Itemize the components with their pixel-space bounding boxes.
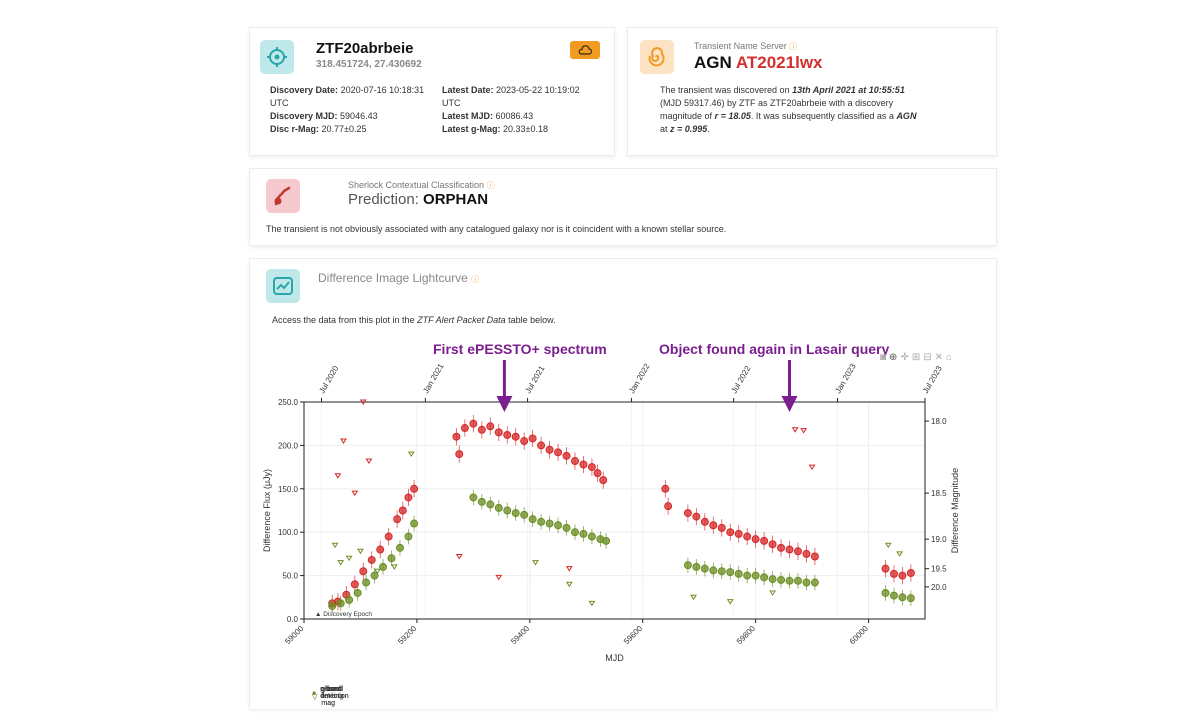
- pipe-icon: [266, 179, 300, 213]
- sherlock-header-text: Sherlock Contextual Classification: [348, 180, 485, 190]
- autoscale-icon[interactable]: ✕: [934, 352, 943, 363]
- tns-text-1: The transient was discovered on: [660, 85, 790, 95]
- pan-icon[interactable]: ✛: [900, 352, 909, 363]
- info-icon[interactable]: ⓘ: [789, 42, 798, 51]
- tns-class: AGN: [896, 111, 917, 121]
- discovery-mjd-label: Discovery MJD:: [270, 111, 338, 121]
- zoom-in-icon[interactable]: ⊞: [911, 352, 921, 363]
- legend-item[interactable]: ▽ g-band limiting mag: [312, 686, 343, 707]
- lightcurve-access-note: Access the data from this plot in the ZT…: [272, 314, 772, 327]
- lightcurve-header: Difference Image Lightcurve ⓘ: [318, 271, 479, 285]
- tns-title: AGN AT2021lwx: [694, 53, 823, 73]
- annotation-first-spectrum: First ePESSTO+ spectrum: [433, 341, 607, 357]
- latest-date-label: Latest Date:: [442, 85, 494, 95]
- prediction-label: Prediction:: [348, 191, 419, 208]
- legend-item[interactable]: ● g-band detection: [312, 686, 349, 700]
- tns-type: AGN: [694, 53, 732, 72]
- discovery-date-label: Discovery Date:: [270, 85, 339, 95]
- lightcurve-header-text: Difference Image Lightcurve: [318, 271, 468, 285]
- lightcurve-panel: Difference Image Lightcurve ⓘ Access the…: [249, 258, 997, 709]
- discovery-mjd: 59046.43: [340, 111, 378, 121]
- latest-mag-label: Latest g-Mag:: [442, 124, 501, 134]
- legend-item[interactable]: ● r-band detection: [312, 686, 349, 700]
- tns-date: 13th April 2021 at 10:55:51: [792, 85, 905, 95]
- sherlock-prediction: Prediction: ORPHAN: [348, 191, 488, 208]
- sherlock-header: Sherlock Contextual Classification ⓘ: [348, 180, 495, 191]
- home-icon[interactable]: ⌂: [946, 352, 953, 363]
- r-detection-marker-icon: ●: [312, 689, 317, 697]
- plot-toolbar: ◙ ⊕ ✛ ⊞ ⊟ ✕ ⌂: [880, 352, 952, 363]
- latest-info: Latest Date: 2023-05-22 10:19:02 UTC Lat…: [442, 84, 612, 136]
- object-coordinates: 318.451724, 27.430692: [316, 59, 422, 70]
- tns-header-text: Transient Name Server: [694, 41, 787, 51]
- g-detection-marker-icon: ●: [312, 689, 317, 697]
- tns-text-5: at: [660, 124, 668, 134]
- tns-mag: r = 18.05: [714, 111, 751, 121]
- annotation-lasair-query: Object found again in Lasair query: [659, 341, 890, 357]
- object-summary-panel: ZTF20abrbeie 318.451724, 27.430692 Disco…: [249, 27, 615, 156]
- legend-label: r-band detection: [320, 686, 349, 700]
- tns-header: Transient Name Server ⓘ: [694, 41, 797, 52]
- camera-icon[interactable]: ◙: [880, 352, 887, 363]
- tns-panel: Transient Name Server ⓘ AGN AT2021lwx Th…: [627, 27, 997, 156]
- latest-mjd-label: Latest MJD:: [442, 111, 494, 121]
- discovery-info: Discovery Date: 2020-07-16 10:18:31 UTC …: [270, 84, 440, 136]
- g-limit-marker-icon: ▽: [312, 693, 318, 701]
- access-table-link[interactable]: ZTF Alert Packet Data: [417, 315, 506, 325]
- zoom-icon[interactable]: ⊕: [889, 352, 898, 363]
- sherlock-description: The transient is not obviously associate…: [266, 224, 727, 234]
- discovery-date-tz: UTC: [270, 98, 289, 108]
- latest-mag: 20.33±0.18: [503, 124, 548, 134]
- legend-label: g-band limiting mag: [321, 686, 344, 707]
- info-icon[interactable]: ⓘ: [486, 181, 495, 190]
- latest-date-tz: UTC: [442, 98, 461, 108]
- discovery-date: 2020-07-16 10:18:31: [340, 85, 425, 95]
- tns-description: The transient was discovered on 13th Apr…: [660, 84, 980, 136]
- object-name: ZTF20abrbeie: [316, 40, 414, 57]
- tns-text-6: .: [707, 124, 710, 134]
- r-limit-marker-icon: ▽: [312, 693, 318, 701]
- sherlock-panel: Sherlock Contextual Classification ⓘ Pre…: [249, 168, 997, 246]
- access-text-pre: Access the data from this plot in the: [272, 315, 415, 325]
- cloud-button[interactable]: [570, 41, 600, 59]
- crosshair-icon: [260, 40, 294, 74]
- tns-redshift: z = 0.995: [670, 124, 708, 134]
- zoom-out-icon[interactable]: ⊟: [923, 352, 932, 363]
- discovery-mag-label: Disc r-Mag:: [270, 124, 320, 134]
- tns-name[interactable]: AT2021lwx: [735, 53, 823, 72]
- latest-date: 2023-05-22 10:19:02: [496, 85, 580, 95]
- legend-label: r-band limiting mag: [321, 686, 344, 707]
- tns-text-3: magnitude of: [660, 111, 713, 121]
- latest-mjd: 60086.43: [495, 111, 534, 121]
- legend-label: g-band detection: [320, 686, 349, 700]
- chart-icon: [266, 269, 300, 303]
- prediction-value: ORPHAN: [423, 191, 489, 208]
- tns-text-4: . It was subsequently classified as a: [750, 111, 894, 121]
- access-text-post: table below.: [508, 315, 556, 325]
- discovery-mag: 20.77±0.25: [321, 124, 367, 134]
- tns-text-2: (MJD 59317.46) by ZTF as ZTF20abrbeie wi…: [660, 98, 894, 108]
- info-icon[interactable]: ⓘ: [471, 275, 480, 284]
- spiral-galaxy-icon: [640, 40, 674, 74]
- legend-item[interactable]: ▽ r-band limiting mag: [312, 686, 343, 707]
